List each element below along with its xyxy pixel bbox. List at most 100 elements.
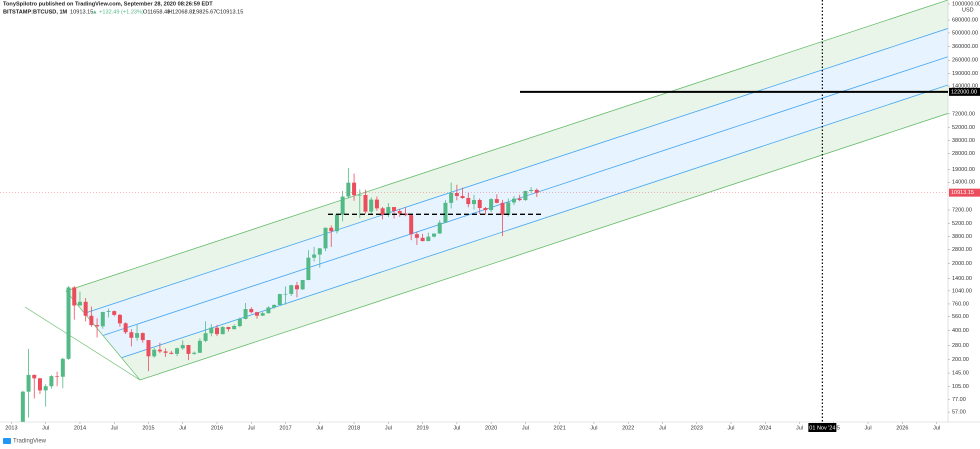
candle-body	[329, 227, 334, 232]
candle-body	[237, 318, 242, 327]
channel-fill-upper	[66, 0, 948, 314]
y-tick-label: 200.00	[952, 357, 969, 363]
candle-body	[226, 327, 231, 330]
y-tick-label: 680000.00	[952, 18, 978, 24]
date-marker-box	[808, 423, 837, 432]
y-tick-label: 72000.00	[952, 111, 975, 117]
channel-line	[84, 28, 948, 314]
candle-body	[409, 215, 414, 235]
pitchfork	[24, 0, 948, 381]
candle-body	[449, 193, 454, 203]
symbol: BITSTAMP:BTCUSD, 1M	[3, 9, 68, 15]
candle-body	[426, 236, 431, 242]
published-note: TonySpilotro published on TradingView.co…	[3, 1, 213, 7]
channel-line	[139, 113, 948, 381]
channel-fill-lower	[121, 85, 948, 380]
y-tick-label: 5200.00	[952, 221, 972, 227]
candle-body	[506, 202, 511, 215]
y-tick-label: 1000000.00	[952, 1, 980, 7]
candle-body	[317, 248, 322, 255]
candle-body	[146, 340, 151, 357]
candle-body	[32, 374, 37, 379]
x-tick-label: Jul	[796, 425, 803, 431]
candle-body	[277, 294, 282, 305]
y-tick-label: 19000.00	[952, 167, 975, 173]
candle-body	[414, 234, 419, 238]
candle-body	[37, 378, 42, 391]
candle-body	[500, 202, 505, 215]
y-tick-label: 77.00	[952, 397, 966, 403]
candle-body	[169, 352, 174, 354]
candle-body	[432, 233, 437, 237]
x-tick-label: Jul	[659, 425, 666, 431]
candle-body	[55, 376, 60, 377]
candle-body	[192, 352, 197, 354]
candle-body	[529, 189, 534, 192]
candle-body	[357, 194, 362, 196]
pitchfork-handle	[24, 306, 141, 381]
y-tick-label: 14000.00	[952, 180, 975, 186]
candle-body	[392, 207, 397, 212]
candle-body	[494, 199, 499, 203]
candle-body	[203, 333, 208, 341]
candle-body	[26, 374, 31, 392]
pitchfork-handle	[65, 290, 141, 381]
candle-body	[140, 333, 145, 341]
x-tick-label: 2024	[759, 425, 771, 431]
candle-body	[66, 287, 71, 359]
candle-body	[300, 280, 305, 290]
candle-body	[215, 327, 220, 335]
open: O11658.48	[143, 9, 170, 15]
candle-body	[454, 193, 459, 196]
y-tick-label: 28000.00	[952, 151, 975, 157]
y-tick-label: 1400.00	[952, 276, 972, 282]
candle-body	[460, 195, 465, 199]
candle-body	[83, 301, 88, 316]
candle-body	[43, 386, 48, 391]
x-tick-label: 2021	[554, 425, 566, 431]
candle-body	[523, 191, 528, 201]
x-tick-label: 2020	[485, 425, 497, 431]
candle-body	[420, 237, 425, 242]
x-tick-label: Jul	[590, 425, 597, 431]
candle-body	[72, 287, 77, 306]
candle-body	[374, 199, 379, 209]
candle-body	[397, 211, 402, 214]
candle-body	[180, 345, 185, 349]
x-tick-label: Jul	[522, 425, 529, 431]
y-tick-label: 190000.00	[952, 71, 978, 77]
candle-body	[197, 340, 202, 353]
candle-body	[312, 254, 317, 258]
candle-body	[123, 323, 128, 333]
last-price-box	[949, 188, 980, 197]
candle-body	[106, 311, 111, 312]
x-tick-label: 2016	[211, 425, 223, 431]
candle-body	[472, 200, 476, 205]
candle-body	[100, 311, 105, 327]
y-tick-label: 7200.00	[952, 207, 972, 213]
high: H12068.82	[168, 9, 195, 15]
candle-body	[260, 313, 265, 316]
x-tick-label: Jul	[179, 425, 186, 431]
candle-body	[232, 326, 237, 330]
x-tick-label: 2013	[5, 425, 17, 431]
channel-line	[65, 0, 948, 292]
channel-line	[121, 84, 948, 359]
candle-body	[20, 391, 25, 422]
candle-body	[334, 214, 339, 232]
plot-layer	[20, 168, 543, 422]
y-tick-label: 140000.00	[952, 84, 978, 90]
x-tick-label: Jul	[248, 425, 255, 431]
channel-fill-middle	[84, 28, 948, 358]
y-tick-label: 280.00	[952, 343, 969, 349]
y-tick-label: 2800.00	[952, 247, 972, 253]
x-tick-label: Jul	[316, 425, 323, 431]
candle-body	[403, 213, 408, 216]
candle-body	[220, 327, 225, 335]
candle-body	[443, 202, 448, 223]
target-label-box	[949, 87, 980, 96]
x-tick-label: Jul	[385, 425, 392, 431]
y-tick-label: 360000.00	[952, 44, 978, 50]
y-tick-label: 560.00	[952, 314, 969, 320]
candle-body	[534, 189, 539, 193]
